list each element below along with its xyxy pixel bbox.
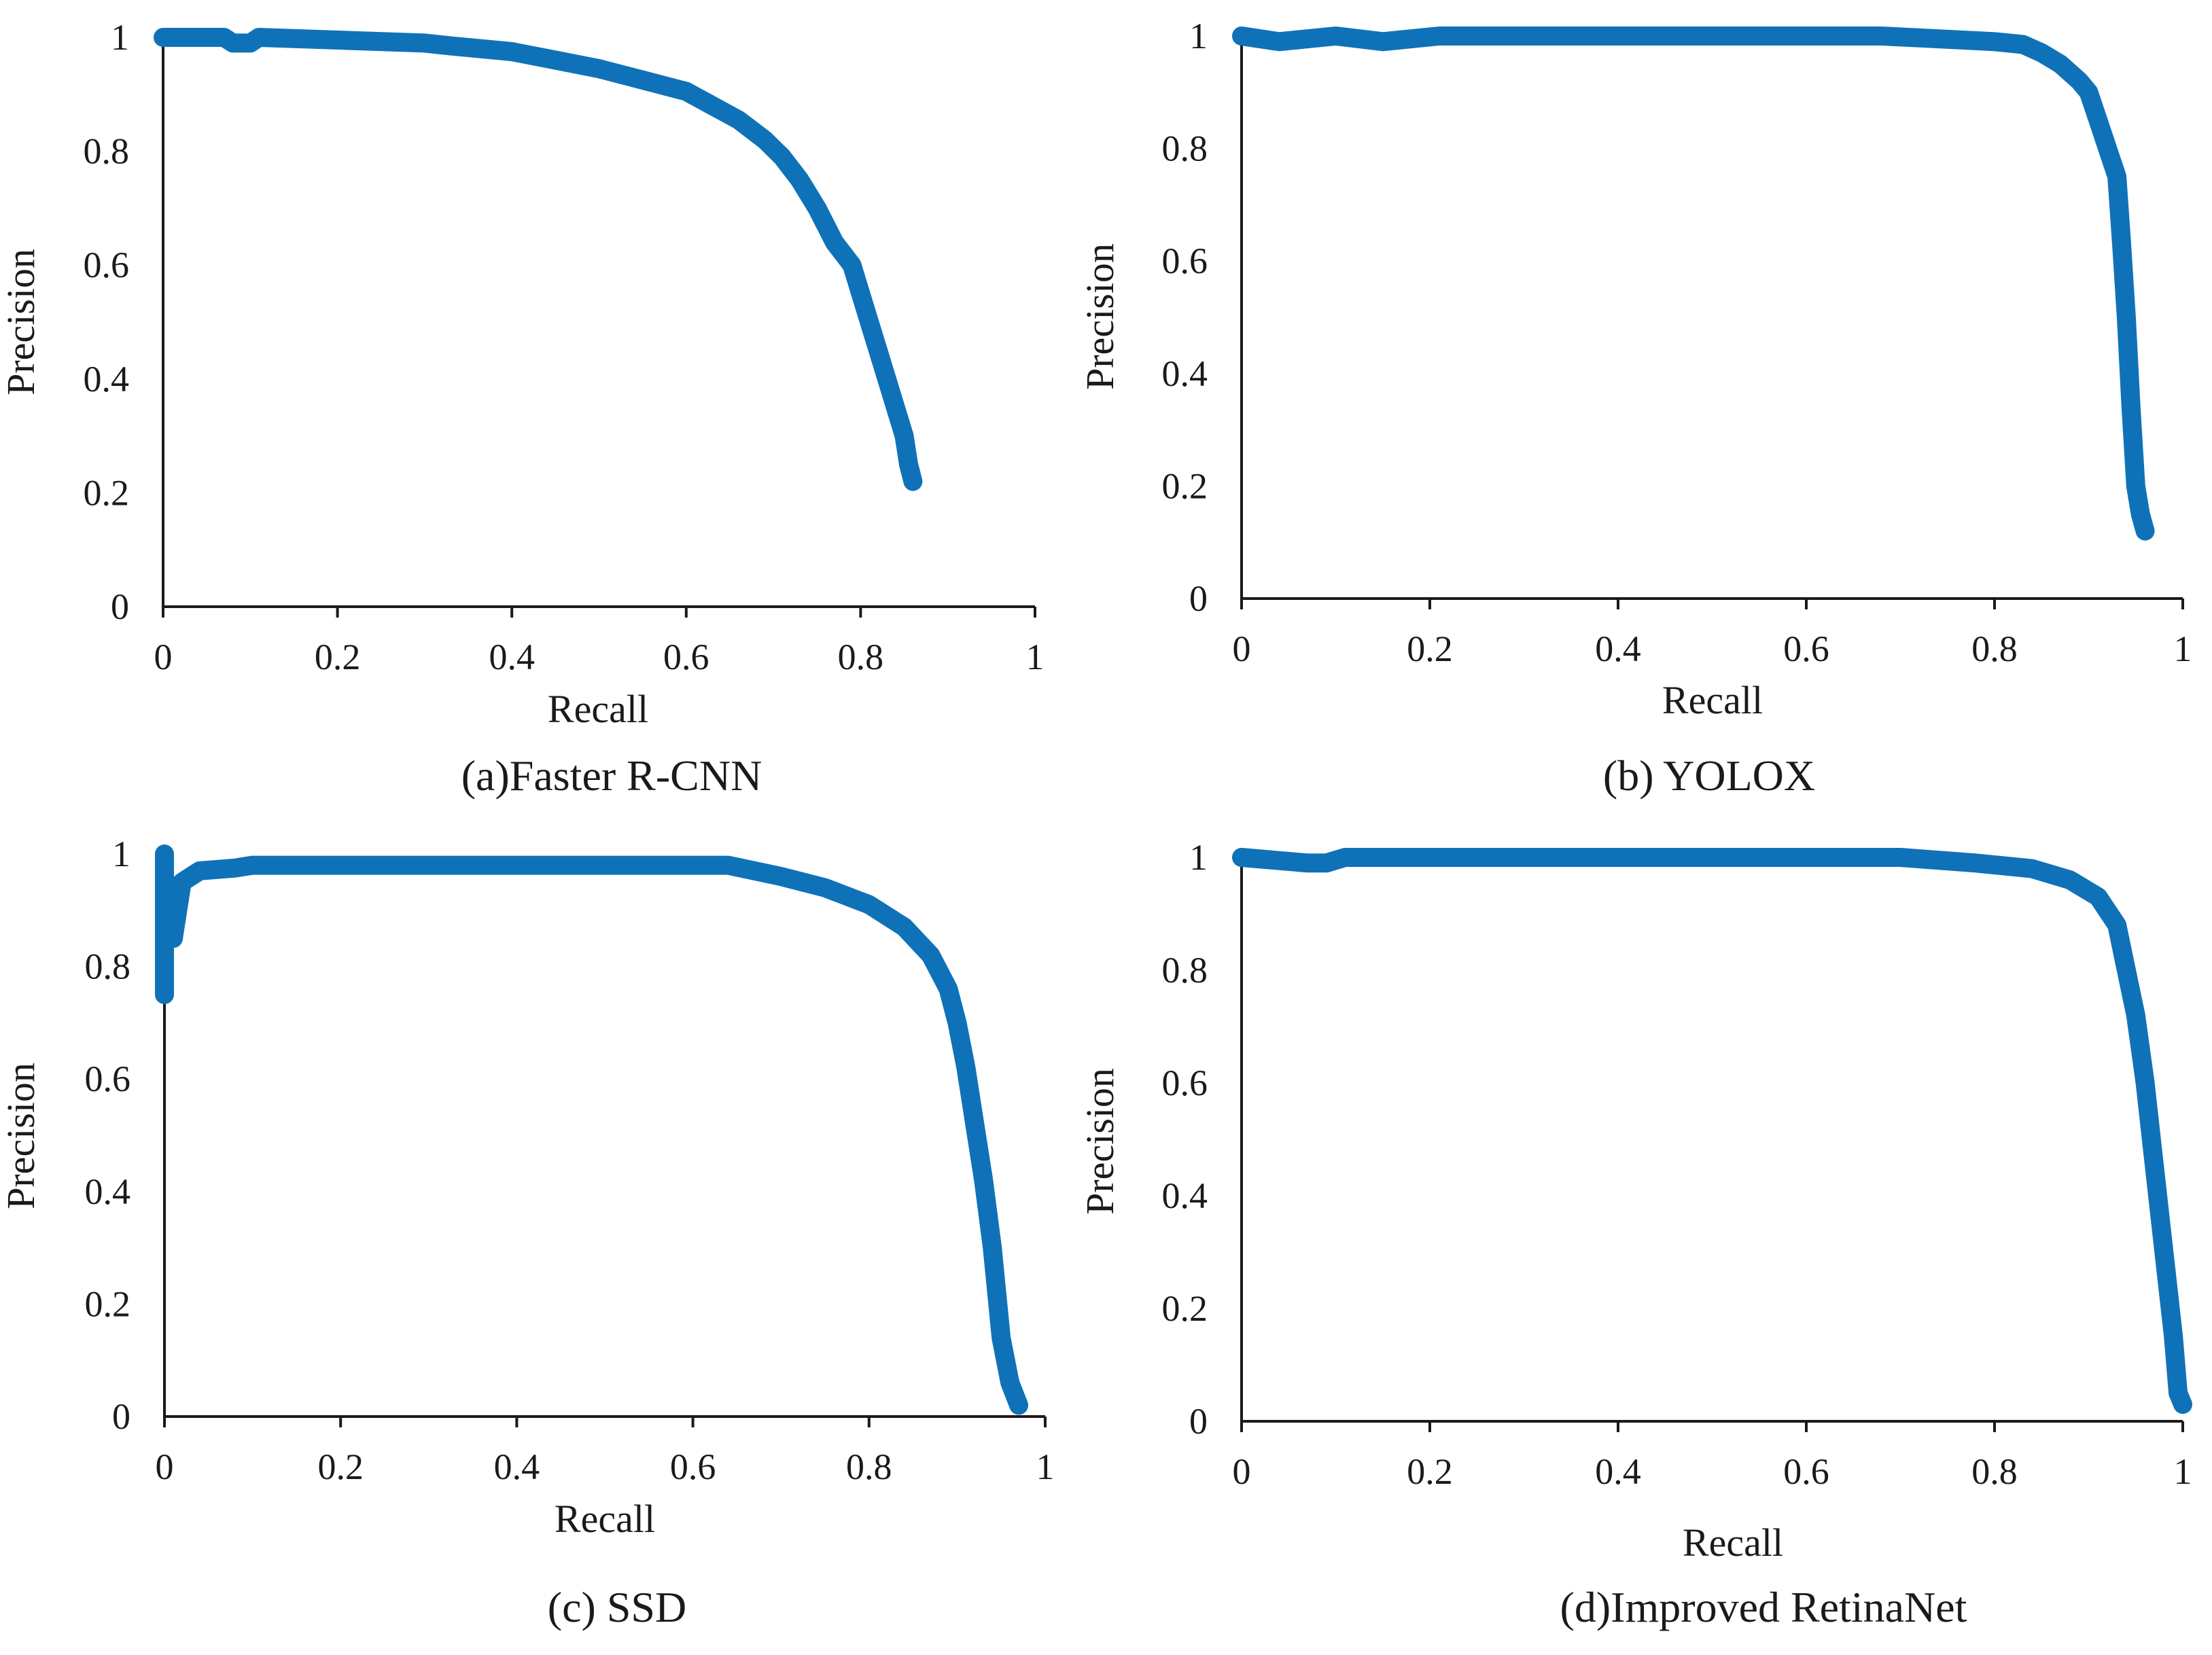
y-tick-label: 1 bbox=[1189, 837, 1208, 878]
y-tick-label: 0.6 bbox=[84, 245, 130, 285]
chart-improved-retinanet: 0 0.2 0.4 0.6 0.8 1 0 0.2 0.4 0.6 0.8 1 Recall Precis… bbox=[1078, 837, 2192, 1631]
y-tick-label: 0.8 bbox=[84, 131, 130, 172]
x-tick-label: 0 bbox=[154, 637, 173, 677]
y-tick-label: 0 bbox=[112, 1396, 130, 1437]
x-tick-label: 1 bbox=[1036, 1446, 1055, 1487]
y-axis-title: Precision bbox=[1078, 1068, 1122, 1215]
x-tick-label: 0.2 bbox=[317, 1446, 364, 1487]
x-tick-label: 0.8 bbox=[1971, 628, 2018, 669]
y-axis-title: Precision bbox=[0, 1063, 43, 1209]
y-tick-label: 0.4 bbox=[85, 1171, 131, 1212]
y-tick-label: 0 bbox=[111, 586, 129, 627]
x-tick-label: 0.4 bbox=[489, 637, 535, 677]
y-tick-label: 0.8 bbox=[85, 946, 131, 987]
x-axis-title: Recall bbox=[1683, 1520, 1783, 1565]
y-tick-label: 0.8 bbox=[1162, 950, 1208, 991]
y-tick-label: 0.4 bbox=[1162, 353, 1208, 394]
y-tick-label: 1 bbox=[111, 17, 129, 58]
pr-curve-line bbox=[1232, 848, 2192, 1414]
chart-caption: (a)Faster R-CNN bbox=[461, 751, 762, 800]
x-axis-title: Recall bbox=[548, 687, 648, 731]
y-tick-label: 0 bbox=[1189, 1401, 1208, 1442]
x-axis-title: Recall bbox=[1662, 678, 1763, 722]
chart-yolox: 0 0.2 0.4 0.6 0.8 1 0 0.2 0.4 0.6 0.8 1 Recall Precis… bbox=[1078, 16, 2192, 800]
x-tick-label: 0.8 bbox=[838, 637, 884, 677]
x-tick-label: 0.2 bbox=[1407, 1451, 1453, 1492]
y-tick-label: 0.2 bbox=[1162, 465, 1208, 506]
chart-caption: (c) SSD bbox=[548, 1583, 686, 1631]
y-tick-label: 0.6 bbox=[1162, 1063, 1208, 1103]
x-tick-label: 0.6 bbox=[1783, 628, 1829, 669]
y-tick-label: 0.6 bbox=[1162, 241, 1208, 281]
pr-curve-line bbox=[154, 28, 923, 491]
y-tick-label: 0.4 bbox=[84, 359, 130, 399]
pr-curve-line bbox=[155, 844, 1029, 1415]
y-tick-label: 0.2 bbox=[1162, 1288, 1208, 1329]
x-tick-label: 0 bbox=[1233, 1451, 1251, 1492]
y-axis-title: Precision bbox=[0, 249, 43, 395]
y-tick-label: 1 bbox=[112, 834, 130, 874]
y-axis-title: Precision bbox=[1078, 243, 1122, 390]
x-tick-label: 0 bbox=[156, 1446, 174, 1487]
x-tick-label: 1 bbox=[2174, 1451, 2192, 1492]
x-tick-label: 0 bbox=[1233, 628, 1251, 669]
x-axis-title: Recall bbox=[555, 1497, 655, 1541]
x-tick-label: 0.4 bbox=[1595, 628, 1641, 669]
x-tick-label: 0.6 bbox=[663, 637, 709, 677]
x-tick-label: 1 bbox=[2174, 628, 2192, 669]
x-tick-label: 0.8 bbox=[846, 1446, 892, 1487]
x-tick-label: 0.2 bbox=[315, 637, 361, 677]
chart-caption: (d)Improved RetinaNet bbox=[1560, 1583, 1967, 1631]
x-tick-label: 1 bbox=[1026, 637, 1044, 677]
y-tick-label: 0 bbox=[1189, 578, 1208, 619]
x-tick-label: 0.4 bbox=[1595, 1451, 1641, 1492]
y-tick-label: 0.2 bbox=[85, 1283, 131, 1324]
y-tick-label: 1 bbox=[1189, 16, 1208, 56]
x-tick-label: 0.4 bbox=[494, 1446, 540, 1487]
x-tick-label: 0.6 bbox=[670, 1446, 716, 1487]
y-tick-label: 0.8 bbox=[1162, 128, 1208, 169]
y-tick-label: 0.6 bbox=[85, 1058, 131, 1099]
x-tick-label: 0.8 bbox=[1971, 1451, 2018, 1492]
pr-curve-line bbox=[1232, 26, 2155, 541]
chart-caption: (b) YOLOX bbox=[1603, 751, 1815, 800]
chart-faster-rcnn: 0 0.2 0.4 0.6 0.8 1 0 0.2 0.4 0.6 0.8 1 Recall Precis… bbox=[0, 17, 1044, 800]
y-tick-label: 0.2 bbox=[84, 472, 130, 513]
chart-ssd: 0 0.2 0.4 0.6 0.8 1 0 0.2 0.4 0.6 0.8 1 Recall Precis… bbox=[0, 834, 1055, 1631]
x-tick-label: 0.2 bbox=[1407, 628, 1453, 669]
x-tick-label: 0.6 bbox=[1783, 1451, 1829, 1492]
y-tick-label: 0.4 bbox=[1162, 1175, 1208, 1216]
